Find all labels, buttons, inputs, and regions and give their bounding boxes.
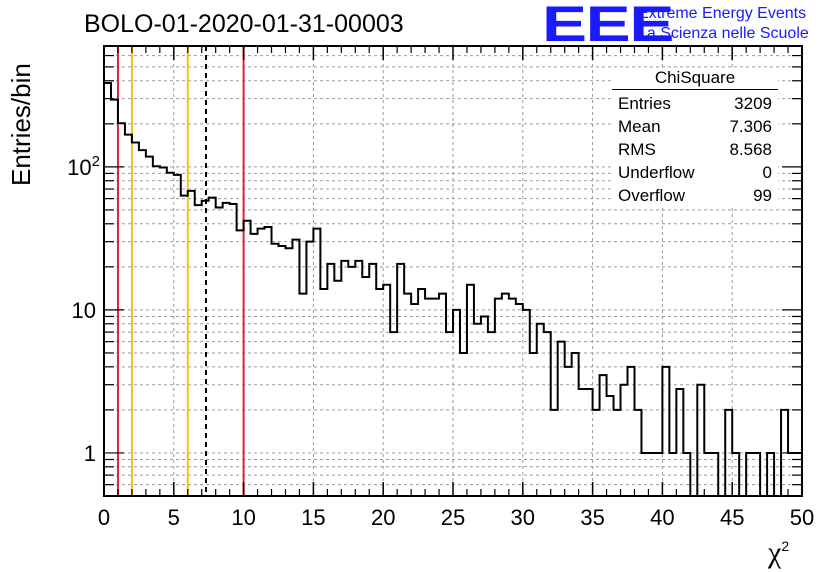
stats-row-mean: Mean 7.306 — [612, 115, 778, 138]
stats-label: RMS — [618, 140, 656, 159]
y-axis-label: Entries/bin — [6, 63, 36, 186]
x-tick-label: 50 — [790, 505, 814, 530]
logo-caption: Extreme Energy Events La Scienza nelle S… — [638, 4, 809, 44]
stats-row-entries: Entries 3209 — [612, 92, 778, 115]
axis-ticks: 0 5 10 15 20 25 30 35 40 45 50 1 10 102 — [67, 46, 814, 530]
logo-caption-line1: Extreme Energy Events — [638, 5, 807, 22]
x-axis-label: χ2 — [768, 536, 789, 570]
stats-label: Overflow — [618, 186, 686, 205]
y-tick-label: 102 — [67, 153, 100, 180]
x-axis-label-text: χ — [768, 536, 782, 569]
stats-label: Underflow — [618, 163, 695, 182]
stats-title: ChiSquare — [612, 68, 778, 90]
stats-label: Entries — [618, 94, 671, 113]
y-tick-label: 10 — [72, 298, 96, 323]
logo-caption-line2: La Scienza nelle Scuole — [638, 25, 809, 42]
chart-title: BOLO-01-2020-01-31-00003 — [84, 10, 404, 38]
stats-label: Mean — [618, 117, 661, 136]
x-tick-label: 30 — [511, 505, 535, 530]
stats-value: 8.568 — [729, 140, 772, 159]
x-tick-label: 0 — [98, 505, 110, 530]
stats-value: 0 — [762, 163, 772, 182]
x-axis-label-sup: 2 — [781, 538, 790, 554]
x-tick-label: 5 — [168, 505, 180, 530]
stats-value: 99 — [753, 186, 772, 205]
x-tick-label: 10 — [231, 505, 255, 530]
y-tick-label: 1 — [84, 441, 96, 466]
stats-value: 3209 — [734, 94, 772, 113]
x-tick-label: 35 — [580, 505, 604, 530]
histogram-series — [103, 81, 803, 497]
x-tick-label: 45 — [720, 505, 744, 530]
x-tick-label: 40 — [650, 505, 674, 530]
stats-row-overflow: Overflow 99 — [612, 184, 778, 207]
eee-logo: EEE — [542, 0, 674, 52]
x-tick-label: 25 — [441, 505, 465, 530]
stats-row-rms: RMS 8.568 — [612, 138, 778, 161]
stats-value: 7.306 — [729, 117, 772, 136]
x-tick-label: 15 — [301, 505, 325, 530]
stats-row-underflow: Underflow 0 — [612, 161, 778, 184]
stats-box: ChiSquare Entries 3209 Mean 7.306 RMS 8.568… — [612, 68, 778, 207]
x-tick-label: 20 — [371, 505, 395, 530]
reference-lines — [116, 46, 245, 496]
